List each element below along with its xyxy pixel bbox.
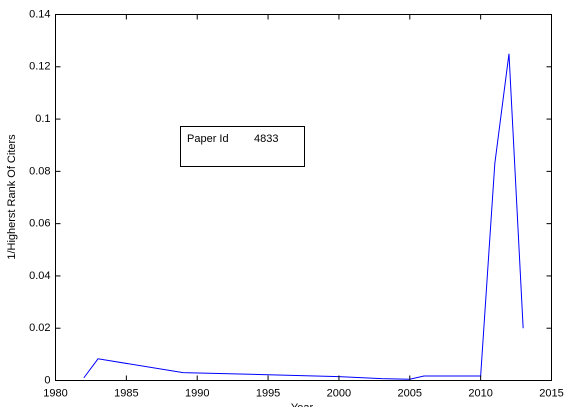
y-tick-label: 0.14: [29, 8, 50, 20]
x-tick-label: 1985: [114, 387, 138, 399]
annotation-box: [180, 126, 305, 167]
x-tick-label: 1990: [185, 387, 209, 399]
x-tick-label: 1980: [43, 387, 67, 399]
x-tick-label: 2010: [468, 387, 492, 399]
line-series: [83, 53, 524, 380]
annotation-label: Paper Id: [187, 133, 229, 145]
x-tick-label: 1995: [256, 387, 280, 399]
x-tick-label: 2005: [398, 387, 422, 399]
plot-frame: [55, 14, 552, 381]
x-axis-label: Year: [291, 402, 314, 407]
y-axis-label: 1/Higherst Rank Of Citers: [6, 134, 18, 260]
y-tick-label: 0.08: [29, 165, 50, 177]
y-tick-label: 0.1: [35, 113, 50, 125]
y-tick-label: 0.04: [29, 270, 50, 282]
y-tick-label: 0.02: [29, 322, 50, 334]
x-tick-label: 2000: [327, 387, 351, 399]
y-tick-label: 0.06: [29, 218, 50, 230]
y-tick-label: 0: [44, 374, 50, 386]
y-tick-label: 0.12: [29, 61, 50, 73]
annotation-value: 4833: [254, 133, 278, 145]
x-tick-label: 2015: [539, 387, 563, 399]
